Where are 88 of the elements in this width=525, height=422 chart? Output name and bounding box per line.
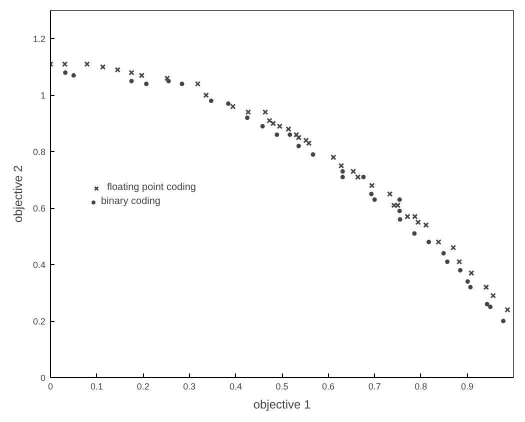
point	[144, 82, 149, 86]
y-axis-title: objective 2	[10, 164, 25, 223]
point	[397, 197, 402, 202]
point	[164, 75, 170, 82]
y-tick-label: 0.8	[32, 147, 46, 158]
legend-label: binary coding	[101, 196, 160, 208]
point	[180, 82, 184, 86]
point	[166, 78, 171, 84]
point	[488, 304, 493, 310]
point	[84, 61, 90, 68]
x-tick-label: 0.2	[136, 382, 150, 392]
point	[245, 116, 250, 120]
point	[340, 174, 345, 180]
point	[138, 72, 145, 78]
legend-label: floating point coding	[107, 182, 196, 194]
point	[483, 284, 490, 290]
y-tick-label: 1.2	[32, 34, 46, 44]
point	[340, 169, 345, 174]
y-tick-label: 0.4	[32, 260, 46, 270]
x-axis-title: objective 1	[253, 398, 312, 412]
point	[194, 81, 201, 87]
y-tick-label: 1	[40, 90, 46, 101]
point	[63, 70, 68, 75]
point	[369, 192, 374, 196]
point	[293, 132, 300, 138]
point	[426, 240, 432, 244]
x-tick-label: 0.7	[368, 382, 381, 392]
x-tick-label: 0.3	[183, 382, 196, 392]
point	[62, 61, 68, 68]
point	[296, 134, 302, 140]
point	[458, 268, 463, 272]
point	[445, 260, 450, 264]
point	[245, 109, 252, 115]
point	[288, 132, 292, 137]
point	[338, 162, 344, 169]
point	[501, 318, 506, 324]
point	[450, 244, 456, 251]
point	[230, 104, 236, 110]
point	[484, 302, 490, 306]
point	[303, 137, 309, 144]
point	[306, 140, 312, 146]
point	[387, 191, 393, 197]
y-tick-label: 0	[40, 373, 46, 383]
point	[412, 231, 417, 236]
point	[203, 92, 209, 98]
point	[262, 109, 268, 115]
point	[350, 168, 356, 174]
point	[296, 144, 301, 148]
point	[114, 66, 121, 73]
point	[423, 222, 429, 228]
x-tick-label: 0	[48, 382, 54, 392]
y-tick-label: 0.2	[32, 316, 46, 327]
x-tick-label: 0.9	[460, 382, 474, 392]
y-tick-label: 0.6	[32, 204, 46, 214]
point	[270, 120, 276, 126]
point	[397, 208, 402, 214]
point	[276, 123, 283, 130]
point	[226, 101, 231, 106]
point	[208, 98, 214, 104]
point	[468, 284, 473, 290]
point	[361, 174, 366, 180]
point	[355, 174, 361, 180]
x-tick-label: 0.6	[322, 382, 335, 392]
point	[368, 182, 375, 188]
point	[71, 73, 76, 78]
point	[266, 118, 272, 124]
point	[330, 154, 336, 160]
point	[100, 64, 106, 70]
point	[504, 306, 510, 313]
point	[398, 217, 402, 222]
x-tick-label: 0.1	[90, 382, 104, 392]
point	[415, 219, 421, 226]
point	[490, 292, 496, 298]
point	[310, 152, 316, 157]
point	[372, 197, 377, 202]
point	[436, 239, 442, 245]
point	[260, 124, 265, 128]
x-tick-label: 0.4	[229, 382, 242, 392]
point	[274, 132, 280, 137]
x-tick-label: 0.8	[414, 382, 428, 392]
point	[468, 270, 474, 276]
point	[465, 279, 470, 284]
point	[129, 78, 134, 84]
point	[456, 258, 462, 265]
x-tick-label: 0.5	[276, 382, 288, 392]
point	[286, 126, 292, 132]
point	[441, 251, 446, 256]
point	[128, 70, 134, 76]
